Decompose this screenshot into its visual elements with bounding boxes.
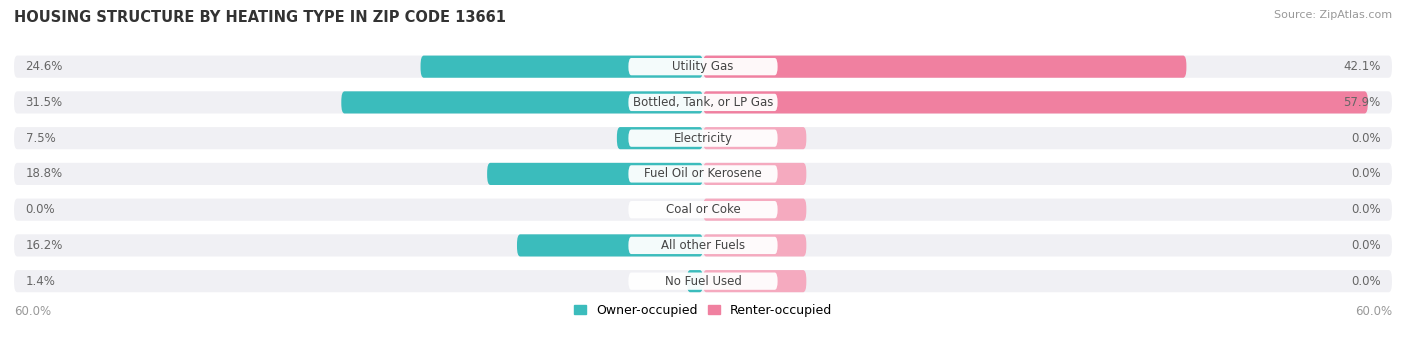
Text: 60.0%: 60.0% xyxy=(1355,306,1392,318)
FancyBboxPatch shape xyxy=(628,201,778,218)
Text: 7.5%: 7.5% xyxy=(25,132,55,145)
Text: 0.0%: 0.0% xyxy=(1351,239,1381,252)
Text: HOUSING STRUCTURE BY HEATING TYPE IN ZIP CODE 13661: HOUSING STRUCTURE BY HEATING TYPE IN ZIP… xyxy=(14,10,506,25)
Text: 0.0%: 0.0% xyxy=(1351,275,1381,288)
FancyBboxPatch shape xyxy=(703,91,1368,114)
FancyBboxPatch shape xyxy=(14,56,1392,78)
Text: 31.5%: 31.5% xyxy=(25,96,63,109)
Text: 16.2%: 16.2% xyxy=(25,239,63,252)
FancyBboxPatch shape xyxy=(617,127,703,149)
Legend: Owner-occupied, Renter-occupied: Owner-occupied, Renter-occupied xyxy=(568,299,838,322)
FancyBboxPatch shape xyxy=(628,130,778,147)
Text: Bottled, Tank, or LP Gas: Bottled, Tank, or LP Gas xyxy=(633,96,773,109)
FancyBboxPatch shape xyxy=(688,270,703,292)
Text: 1.4%: 1.4% xyxy=(25,275,55,288)
FancyBboxPatch shape xyxy=(14,270,1392,292)
FancyBboxPatch shape xyxy=(703,127,807,149)
FancyBboxPatch shape xyxy=(14,163,1392,185)
Text: 18.8%: 18.8% xyxy=(25,167,63,180)
Text: No Fuel Used: No Fuel Used xyxy=(665,275,741,288)
FancyBboxPatch shape xyxy=(14,198,1392,221)
Text: Source: ZipAtlas.com: Source: ZipAtlas.com xyxy=(1274,10,1392,20)
FancyBboxPatch shape xyxy=(703,163,807,185)
FancyBboxPatch shape xyxy=(486,163,703,185)
FancyBboxPatch shape xyxy=(517,234,703,256)
FancyBboxPatch shape xyxy=(628,94,778,111)
FancyBboxPatch shape xyxy=(703,234,807,256)
Text: Coal or Coke: Coal or Coke xyxy=(665,203,741,216)
Text: Fuel Oil or Kerosene: Fuel Oil or Kerosene xyxy=(644,167,762,180)
Text: 24.6%: 24.6% xyxy=(25,60,63,73)
FancyBboxPatch shape xyxy=(703,270,807,292)
Text: 0.0%: 0.0% xyxy=(1351,203,1381,216)
FancyBboxPatch shape xyxy=(703,56,1187,78)
FancyBboxPatch shape xyxy=(628,58,778,75)
Text: 0.0%: 0.0% xyxy=(1351,167,1381,180)
Text: 57.9%: 57.9% xyxy=(1343,96,1381,109)
FancyBboxPatch shape xyxy=(14,234,1392,256)
FancyBboxPatch shape xyxy=(342,91,703,114)
FancyBboxPatch shape xyxy=(628,272,778,290)
Text: 60.0%: 60.0% xyxy=(14,306,51,318)
FancyBboxPatch shape xyxy=(628,237,778,254)
Text: Electricity: Electricity xyxy=(673,132,733,145)
Text: Utility Gas: Utility Gas xyxy=(672,60,734,73)
FancyBboxPatch shape xyxy=(703,198,807,221)
Text: All other Fuels: All other Fuels xyxy=(661,239,745,252)
FancyBboxPatch shape xyxy=(420,56,703,78)
Text: 42.1%: 42.1% xyxy=(1343,60,1381,73)
Text: 0.0%: 0.0% xyxy=(25,203,55,216)
FancyBboxPatch shape xyxy=(14,127,1392,149)
FancyBboxPatch shape xyxy=(628,165,778,182)
Text: 0.0%: 0.0% xyxy=(1351,132,1381,145)
FancyBboxPatch shape xyxy=(14,91,1392,114)
